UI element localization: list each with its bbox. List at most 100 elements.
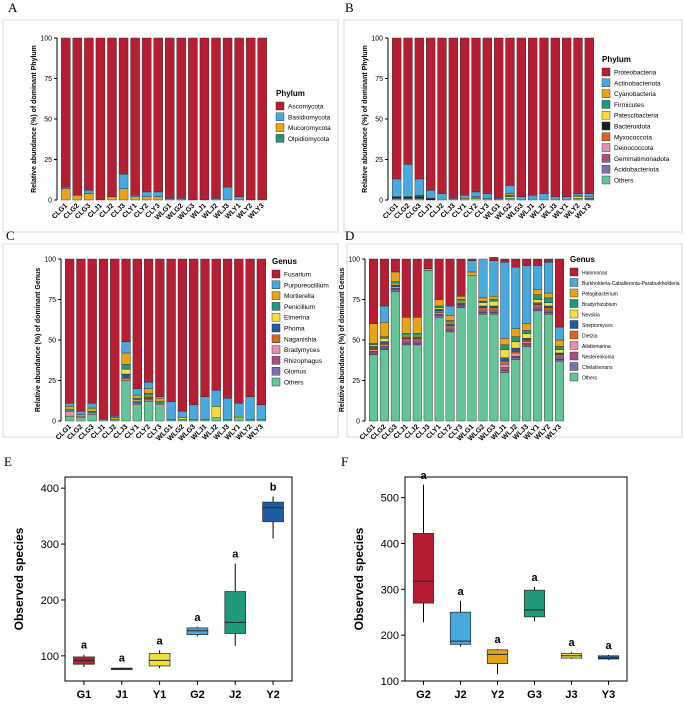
bar-segment	[211, 417, 221, 422]
bar-segment	[118, 188, 129, 201]
bar-segment	[555, 258, 564, 328]
legend-swatch	[271, 269, 281, 279]
bar-segment	[500, 357, 510, 362]
bar-segment	[478, 313, 488, 422]
legend-swatch	[569, 320, 579, 329]
bar-segment	[516, 37, 526, 197]
bar-segment	[478, 312, 488, 315]
bar-segment	[177, 419, 188, 422]
bar-segment	[522, 344, 532, 347]
bar-segment	[379, 305, 389, 323]
bar-segment	[456, 296, 466, 300]
bar-segment	[76, 417, 86, 422]
panel-frame	[346, 243, 683, 438]
bar-segment	[500, 349, 510, 359]
bar-segment	[234, 37, 244, 197]
legend-swatch	[271, 367, 281, 376]
legend-swatch	[569, 372, 579, 382]
bar-segment	[176, 37, 187, 199]
bar-segment	[533, 302, 543, 305]
significance-letter: a	[81, 640, 88, 652]
bar-segment	[494, 198, 504, 201]
legend-entry: Deinococcota	[614, 145, 654, 152]
significance-letter: a	[232, 549, 239, 561]
bar-segment	[245, 419, 255, 422]
bar-segment	[584, 37, 594, 194]
bar-segment	[211, 406, 221, 418]
legend-swatch	[271, 302, 281, 311]
y-tick-label: 0	[52, 419, 56, 426]
legend-entry: Naganishia	[284, 336, 317, 343]
y-tick-label: 100	[381, 676, 399, 688]
x-tick-label: J2	[229, 689, 241, 701]
bar-segment	[434, 310, 444, 313]
panel-label: A	[8, 0, 18, 15]
bar-segment	[505, 185, 515, 194]
legend-entry: Myxococcota	[614, 134, 652, 141]
bar-segment	[392, 198, 402, 201]
legend-entry: Others	[582, 376, 598, 382]
bar-segment	[392, 37, 402, 180]
bar-segment	[401, 333, 411, 336]
bar-segment	[511, 347, 521, 352]
bar-segment	[511, 352, 521, 357]
bar-segment	[155, 401, 165, 404]
bar-segment	[533, 305, 543, 308]
legend-entry: Others	[614, 178, 634, 185]
bar-segment	[390, 281, 400, 284]
bar-segment	[107, 37, 117, 197]
bar-segment	[533, 258, 543, 266]
bar-segment	[390, 291, 400, 422]
legend-title: Phylum	[602, 55, 631, 64]
y-tick-label: 0	[379, 198, 383, 205]
x-tick-label: G2	[416, 689, 431, 701]
bar-segment	[489, 312, 499, 315]
bar-segment	[555, 339, 564, 347]
bar-segment	[522, 338, 532, 341]
legend-swatch	[601, 143, 611, 152]
y-tick-label: 0	[356, 419, 360, 426]
significance-letter: a	[157, 635, 164, 647]
bar-segment	[390, 271, 400, 282]
bar-segment	[132, 258, 142, 389]
bar-segment	[211, 258, 221, 391]
bar-segment	[110, 258, 120, 417]
bar-segment	[412, 317, 422, 334]
bar-segment	[84, 190, 94, 194]
bar-segment	[143, 258, 154, 383]
bar-segment	[533, 304, 543, 307]
bar-segment	[500, 372, 510, 422]
legend-title: Genus	[272, 257, 297, 266]
legend-title: Genus	[570, 255, 595, 264]
bar-segment	[98, 258, 109, 420]
bar-segment	[471, 37, 481, 193]
bar-segment	[494, 37, 504, 199]
y-tick-label: 50	[375, 117, 383, 124]
bar-segment	[234, 196, 244, 201]
legend-entry: Nesterenkonia	[582, 355, 614, 361]
bar-segment	[61, 186, 71, 189]
bar-segment	[555, 346, 564, 350]
bar-segment	[445, 258, 455, 307]
bar-segment	[505, 37, 515, 186]
bar-segment	[177, 411, 188, 418]
bar-segment	[177, 417, 188, 420]
bar-segment	[500, 262, 510, 339]
bar-segment	[511, 356, 521, 359]
bar-segment	[412, 339, 422, 342]
bar-segment	[555, 360, 564, 422]
legend-swatch	[271, 377, 281, 387]
bar-segment	[412, 336, 422, 339]
bar-segment	[511, 341, 521, 349]
bar-segment	[222, 398, 233, 420]
bar-segment	[165, 37, 175, 199]
bar-segment	[87, 412, 97, 415]
bar-segment	[177, 258, 188, 412]
bar-segment	[369, 346, 378, 349]
bar-segment	[445, 328, 455, 331]
x-tick-label: Y1	[153, 689, 166, 701]
bar-segment	[522, 341, 532, 344]
bar-segment	[76, 414, 86, 417]
bar-segment	[200, 258, 210, 397]
bar-segment	[489, 260, 499, 297]
